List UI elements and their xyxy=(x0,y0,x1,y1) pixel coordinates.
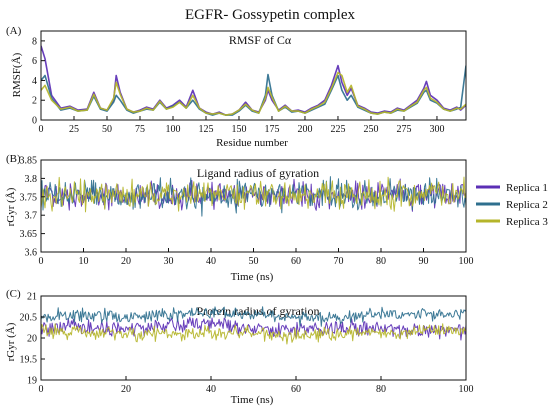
series-line-replica-2 xyxy=(41,65,466,116)
x-tick-label: 125 xyxy=(198,124,213,135)
legend-label-replica-2: Replica 2 xyxy=(506,199,548,211)
x-tick-label: 100 xyxy=(459,256,474,267)
x-tick-label: 200 xyxy=(297,124,312,135)
y-tick-label: 6 xyxy=(32,56,37,67)
legend-label-replica-1: Replica 1 xyxy=(506,182,548,194)
x-tick-label: 10 xyxy=(79,256,89,267)
y-tick-label: 4 xyxy=(32,76,37,87)
y-tick-label: 3.75 xyxy=(20,192,38,203)
rmsf-plot: 0 25 50 75 100 125 150 175 200 225 250 275 300 0 2 4 6 8 xyxy=(32,30,467,135)
panel-letter-b: (B) xyxy=(6,153,21,165)
y-tick-label: 20.5 xyxy=(20,313,38,324)
y-tick-label: 8 xyxy=(32,36,37,47)
x-tick-label: 30 xyxy=(164,256,174,267)
panel-a-title: RMSF of Cα xyxy=(229,33,292,47)
x-tick-label: 0 xyxy=(39,256,44,267)
x-tick-label: 0 xyxy=(39,384,44,395)
x-tick-label: 70 xyxy=(334,256,344,267)
x-tick-label: 275 xyxy=(396,124,411,135)
series-line-replica-1 xyxy=(41,45,466,116)
x-tick-label: 80 xyxy=(376,256,386,267)
x-tick-label: 50 xyxy=(102,124,112,135)
series-line-replica-3 xyxy=(41,176,466,213)
y-tick-label: 19.5 xyxy=(20,355,38,366)
protein-rgyr-plot: 0 20 40 60 80 100 19 19.5 20 20.5 21 xyxy=(20,292,474,396)
panel-letter-a: (A) xyxy=(6,25,22,37)
x-tick-label: 150 xyxy=(231,124,246,135)
x-tick-label: 175 xyxy=(264,124,279,135)
x-tick-label: 40 xyxy=(206,384,216,395)
y-tick-label: 20 xyxy=(27,334,37,345)
legend-label-replica-3: Replica 3 xyxy=(506,216,548,228)
x-tick-label: 100 xyxy=(459,384,474,395)
x-tick-label: 20 xyxy=(121,256,131,267)
series-line-replica-2 xyxy=(41,306,466,327)
series-group xyxy=(41,176,466,217)
y-tick-label: 3.85 xyxy=(20,156,38,167)
y-tick-label: 3.7 xyxy=(25,211,38,222)
y-tick-label: 3.6 xyxy=(25,248,38,259)
panel-letter-c: (C) xyxy=(6,288,21,300)
x-tick-label: 75 xyxy=(135,124,145,135)
x-tick-label: 50 xyxy=(249,256,259,267)
x-tick-label: 25 xyxy=(69,124,79,135)
plot-frame xyxy=(40,30,467,121)
x-tick-label: 60 xyxy=(291,384,301,395)
panel-b-xlabel: Time (ns) xyxy=(231,271,274,283)
panel-a-ylabel: RMSF(Å) xyxy=(11,52,23,97)
x-tick-label: 60 xyxy=(291,256,301,267)
y-tick-label: 21 xyxy=(27,292,37,303)
x-tick-label: 80 xyxy=(376,384,386,395)
y-tick-label: 19 xyxy=(27,376,37,387)
y-tick-label: 2 xyxy=(32,96,37,107)
panel-b-ylabel: rGyr (Å) xyxy=(5,187,17,226)
x-tick-label: 40 xyxy=(206,256,216,267)
series-line-replica-1 xyxy=(41,316,466,341)
series-line-replica-3 xyxy=(41,71,466,116)
ligand-rgyr-plot: 0 10 20 30 40 50 60 70 80 90 100 3.6 3.65 3.7 3.75 3.8 3… xyxy=(20,156,474,268)
y-tick-label: 3.8 xyxy=(25,174,38,185)
x-tick-label: 90 xyxy=(419,256,429,267)
panel-c-xlabel: Time (ns) xyxy=(231,394,274,406)
x-tick-label: 250 xyxy=(363,124,378,135)
panel-a-xlabel: Residue number xyxy=(216,137,288,149)
x-tick-label: 300 xyxy=(429,124,444,135)
legend: Replica 1 Replica 2 Replica 3 xyxy=(476,182,548,228)
panel-c-ylabel: rGyr (Å) xyxy=(5,322,17,361)
figure-title: EGFR- Gossypetin complex xyxy=(185,7,355,23)
y-tick-label: 0 xyxy=(32,116,37,127)
series-group xyxy=(41,45,466,116)
series-group xyxy=(41,306,466,345)
panel-b-title: Ligand radius of gyration xyxy=(197,166,319,180)
x-tick-label: 20 xyxy=(121,384,131,395)
x-tick-label: 225 xyxy=(330,124,345,135)
y-tick-label: 3.65 xyxy=(20,229,38,240)
x-tick-label: 100 xyxy=(165,124,180,135)
series-line-replica-3 xyxy=(41,323,466,345)
x-tick-label: 0 xyxy=(39,124,44,135)
